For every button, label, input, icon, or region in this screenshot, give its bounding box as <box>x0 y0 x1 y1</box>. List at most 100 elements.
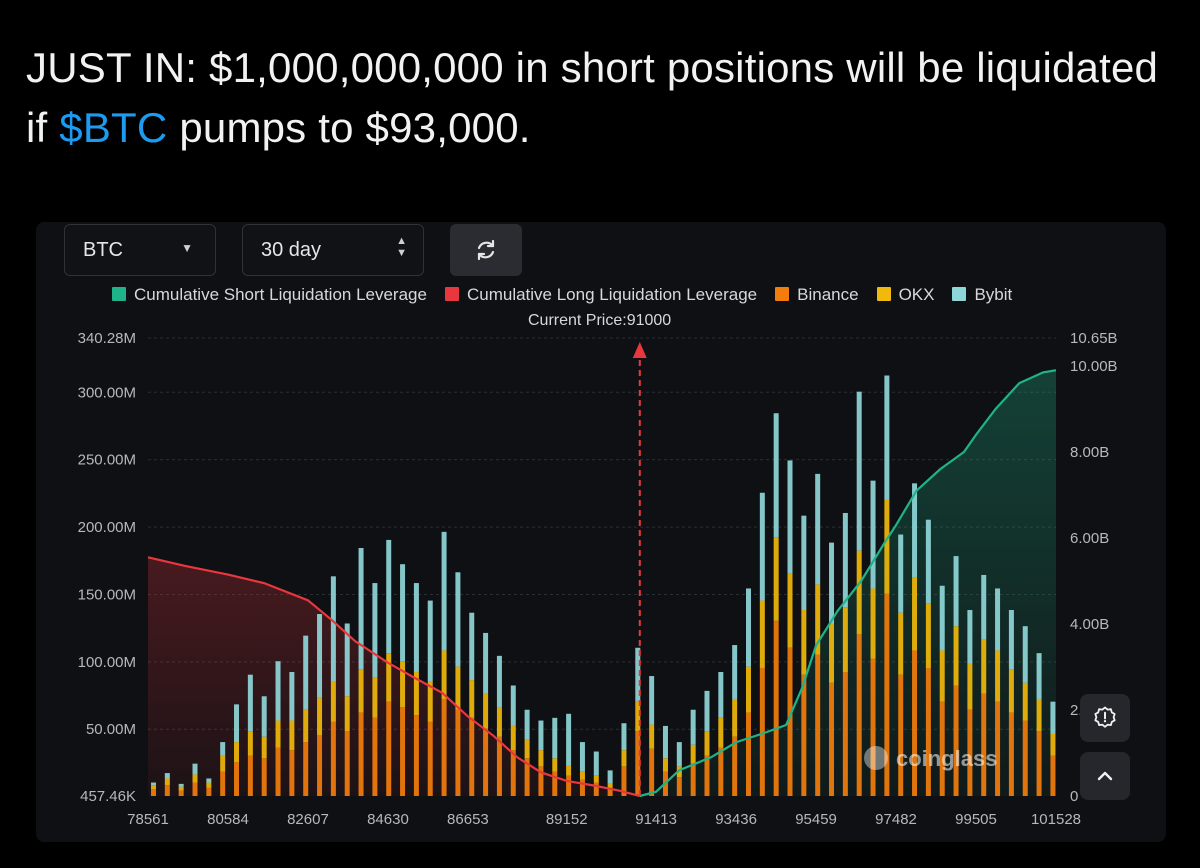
bar-bybit <box>995 588 1001 651</box>
bar-okx <box>552 758 558 772</box>
bar-binance <box>829 682 835 796</box>
bar-bybit <box>1022 626 1028 683</box>
bar-bybit <box>275 661 281 721</box>
bar-bybit <box>773 413 779 538</box>
bar-okx <box>206 782 212 788</box>
bar-bybit <box>662 725 668 759</box>
bar-binance <box>150 789 156 796</box>
bar-bybit <box>413 583 419 673</box>
bar-okx <box>164 778 170 786</box>
bar-bybit <box>441 531 447 651</box>
bar-okx <box>870 588 876 659</box>
bar-bybit <box>898 534 904 613</box>
bar-okx <box>1050 734 1056 756</box>
bar-okx <box>150 785 156 790</box>
bar-bybit <box>524 709 530 740</box>
legend-item-binance[interactable]: Binance <box>775 285 859 305</box>
bar-okx <box>925 603 931 668</box>
bar-binance <box>344 731 350 796</box>
bar-okx <box>981 639 987 694</box>
bar-okx <box>455 666 461 710</box>
bar-bybit <box>607 770 613 784</box>
bar-okx <box>413 672 419 716</box>
legend-label: Bybit <box>974 285 1013 304</box>
bar-binance <box>303 742 309 796</box>
bar-binance <box>925 667 931 796</box>
legend-label: OKX <box>898 285 935 304</box>
bar-okx <box>953 626 959 686</box>
bar-binance <box>469 717 475 796</box>
bar-binance <box>704 755 710 796</box>
bar-okx <box>718 717 724 748</box>
bar-bybit <box>815 473 821 585</box>
bar-binance <box>870 658 876 796</box>
coinglass-watermark: coinglass <box>896 746 997 771</box>
bar-bybit <box>939 585 945 651</box>
y-right-tick-label: 2. <box>1070 702 1083 719</box>
bar-binance <box>1050 755 1056 796</box>
x-tick-label: 84630 <box>367 811 409 828</box>
y-right-tick-label: 0 <box>1070 788 1078 805</box>
legend-item-bybit[interactable]: Bybit <box>952 285 1012 305</box>
bar-bybit <box>635 647 641 702</box>
legend-label: Binance <box>797 285 859 304</box>
bar-okx <box>400 661 406 708</box>
bar-bybit <box>1050 701 1056 735</box>
bar-bybit <box>344 623 350 697</box>
y-right-tick-label: 4.00B <box>1070 616 1109 633</box>
bar-bybit <box>330 576 336 682</box>
legend-item-short[interactable]: Cumulative Short Liquidation Leverage <box>112 285 427 305</box>
refresh-button[interactable] <box>450 224 522 276</box>
bar-bybit <box>469 612 475 681</box>
legend-item-long[interactable]: Cumulative Long Liquidation Leverage <box>444 285 757 305</box>
btc-cashtag-link[interactable]: $BTC <box>59 104 168 151</box>
bar-bybit <box>303 635 309 710</box>
x-tick-label: 86653 <box>447 811 489 828</box>
period-select[interactable]: 30 day ▲ ▼ <box>242 224 424 276</box>
bar-bybit <box>400 564 406 662</box>
bar-bybit <box>234 704 240 743</box>
bar-bybit <box>967 610 973 664</box>
bar-okx <box>538 750 544 767</box>
bar-okx <box>386 653 392 702</box>
long-liquidation-line <box>147 556 641 798</box>
bar-bybit <box>925 519 931 604</box>
bar-okx <box>317 697 323 736</box>
bar-binance <box>718 747 724 796</box>
bar-bybit <box>261 696 267 737</box>
bar-bybit <box>981 574 987 640</box>
bar-binance <box>884 593 890 796</box>
bar-okx <box>427 681 433 722</box>
bar-bybit <box>649 676 655 725</box>
bar-bybit <box>372 583 378 678</box>
bar-okx <box>483 693 489 729</box>
bar-binance <box>234 762 240 796</box>
info-button[interactable] <box>1080 694 1130 742</box>
bar-bybit <box>759 492 765 601</box>
up-down-arrows-icon: ▲ ▼ <box>396 235 407 259</box>
bar-binance <box>552 771 558 796</box>
bar-bybit <box>206 778 212 783</box>
y-left-tick-label: 457.46K <box>80 788 136 805</box>
bar-okx <box>912 577 918 651</box>
bar-okx <box>759 600 765 668</box>
short-liquidation-area <box>639 370 1056 796</box>
symbol-select[interactable]: BTC ▼ <box>64 224 216 276</box>
bar-okx <box>787 573 793 648</box>
bar-okx <box>635 701 641 732</box>
chart-legend: Cumulative Short Liquidation Leverage Cum… <box>112 285 1030 309</box>
scroll-top-button[interactable] <box>1080 752 1130 800</box>
x-tick-label: 82607 <box>287 811 329 828</box>
y-left-tick-label: 50.00M <box>86 721 136 738</box>
bar-okx <box>247 731 253 756</box>
bar-okx <box>192 774 198 783</box>
bar-okx <box>261 736 267 759</box>
legend-swatch <box>876 287 891 301</box>
bar-binance <box>441 698 447 796</box>
bar-bybit <box>538 720 544 751</box>
bar-bybit <box>455 572 461 667</box>
bar-binance <box>206 787 212 796</box>
legend-item-okx[interactable]: OKX <box>876 285 935 305</box>
bar-bybit <box>150 782 156 786</box>
bar-bybit <box>856 391 862 551</box>
